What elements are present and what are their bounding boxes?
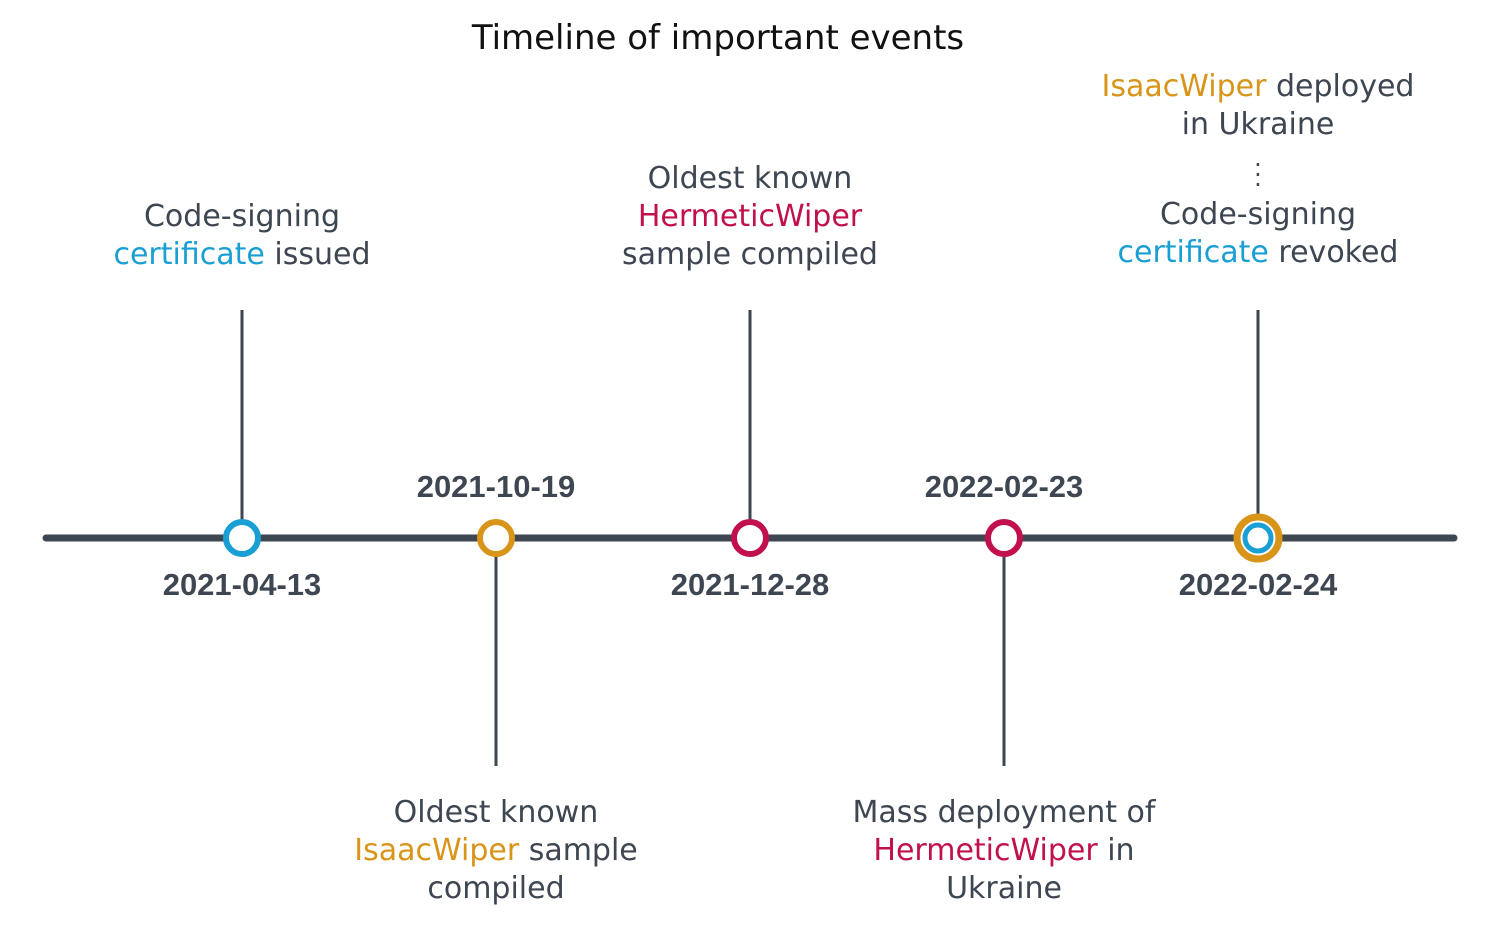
event-date-2022-02-23: 2022-02-23 [924, 469, 1084, 504]
label-line: in Ukraine [1181, 107, 1335, 142]
event-marker-circle [223, 519, 261, 557]
event-date-2021-12-28: 2021-12-28 [670, 567, 830, 602]
label-line: certificate issued [113, 237, 371, 272]
event-label-isaac-compiled: Oldest known IsaacWiper sample compiled [326, 794, 666, 908]
label-line: HermeticWiper [637, 199, 863, 234]
label-line: IsaacWiper deployed [1101, 69, 1415, 104]
event-date-2022-02-24: 2022-02-24 [1178, 567, 1338, 602]
label-line: Mass deployment of [852, 795, 1156, 830]
label-line: sample compiled [622, 237, 878, 272]
event-label-hermetic-mass-deploy: Mass deployment of HermeticWiper in Ukra… [834, 794, 1174, 908]
event-marker-circle [731, 519, 769, 557]
label-line: Oldest known [393, 795, 599, 830]
event-marker-circle [985, 519, 1023, 557]
event-label-cert-issued: Code-signing certificate issued [72, 198, 412, 274]
event-label-hermetic-compiled: Oldest known HermeticWiper sample compil… [580, 160, 920, 274]
event-marker-circle [477, 519, 515, 557]
label-line: certificate revoked [1117, 235, 1399, 270]
label-line: Oldest known [647, 161, 853, 196]
event-label-cert-revoked: Code-signing certificate revoked [1088, 196, 1428, 272]
event-marker-inner-ring [1242, 522, 1274, 554]
event-date-2021-04-13: 2021-04-13 [162, 567, 322, 602]
label-line: HermeticWiper in [873, 833, 1135, 868]
vertical-ellipsis-separator: · · · [1254, 151, 1262, 199]
diagram-title: Timeline of important events [471, 18, 965, 58]
label-line: compiled [427, 871, 565, 906]
event-label-isaac-deployed: IsaacWiper deployed in Ukraine [1088, 68, 1428, 144]
event-date-2021-10-19: 2021-10-19 [416, 469, 576, 504]
label-line: IsaacWiper sample [354, 833, 638, 868]
label-line: Ukraine [946, 871, 1062, 906]
label-line: Code-signing [143, 199, 341, 234]
label-line: Code-signing [1159, 197, 1357, 232]
